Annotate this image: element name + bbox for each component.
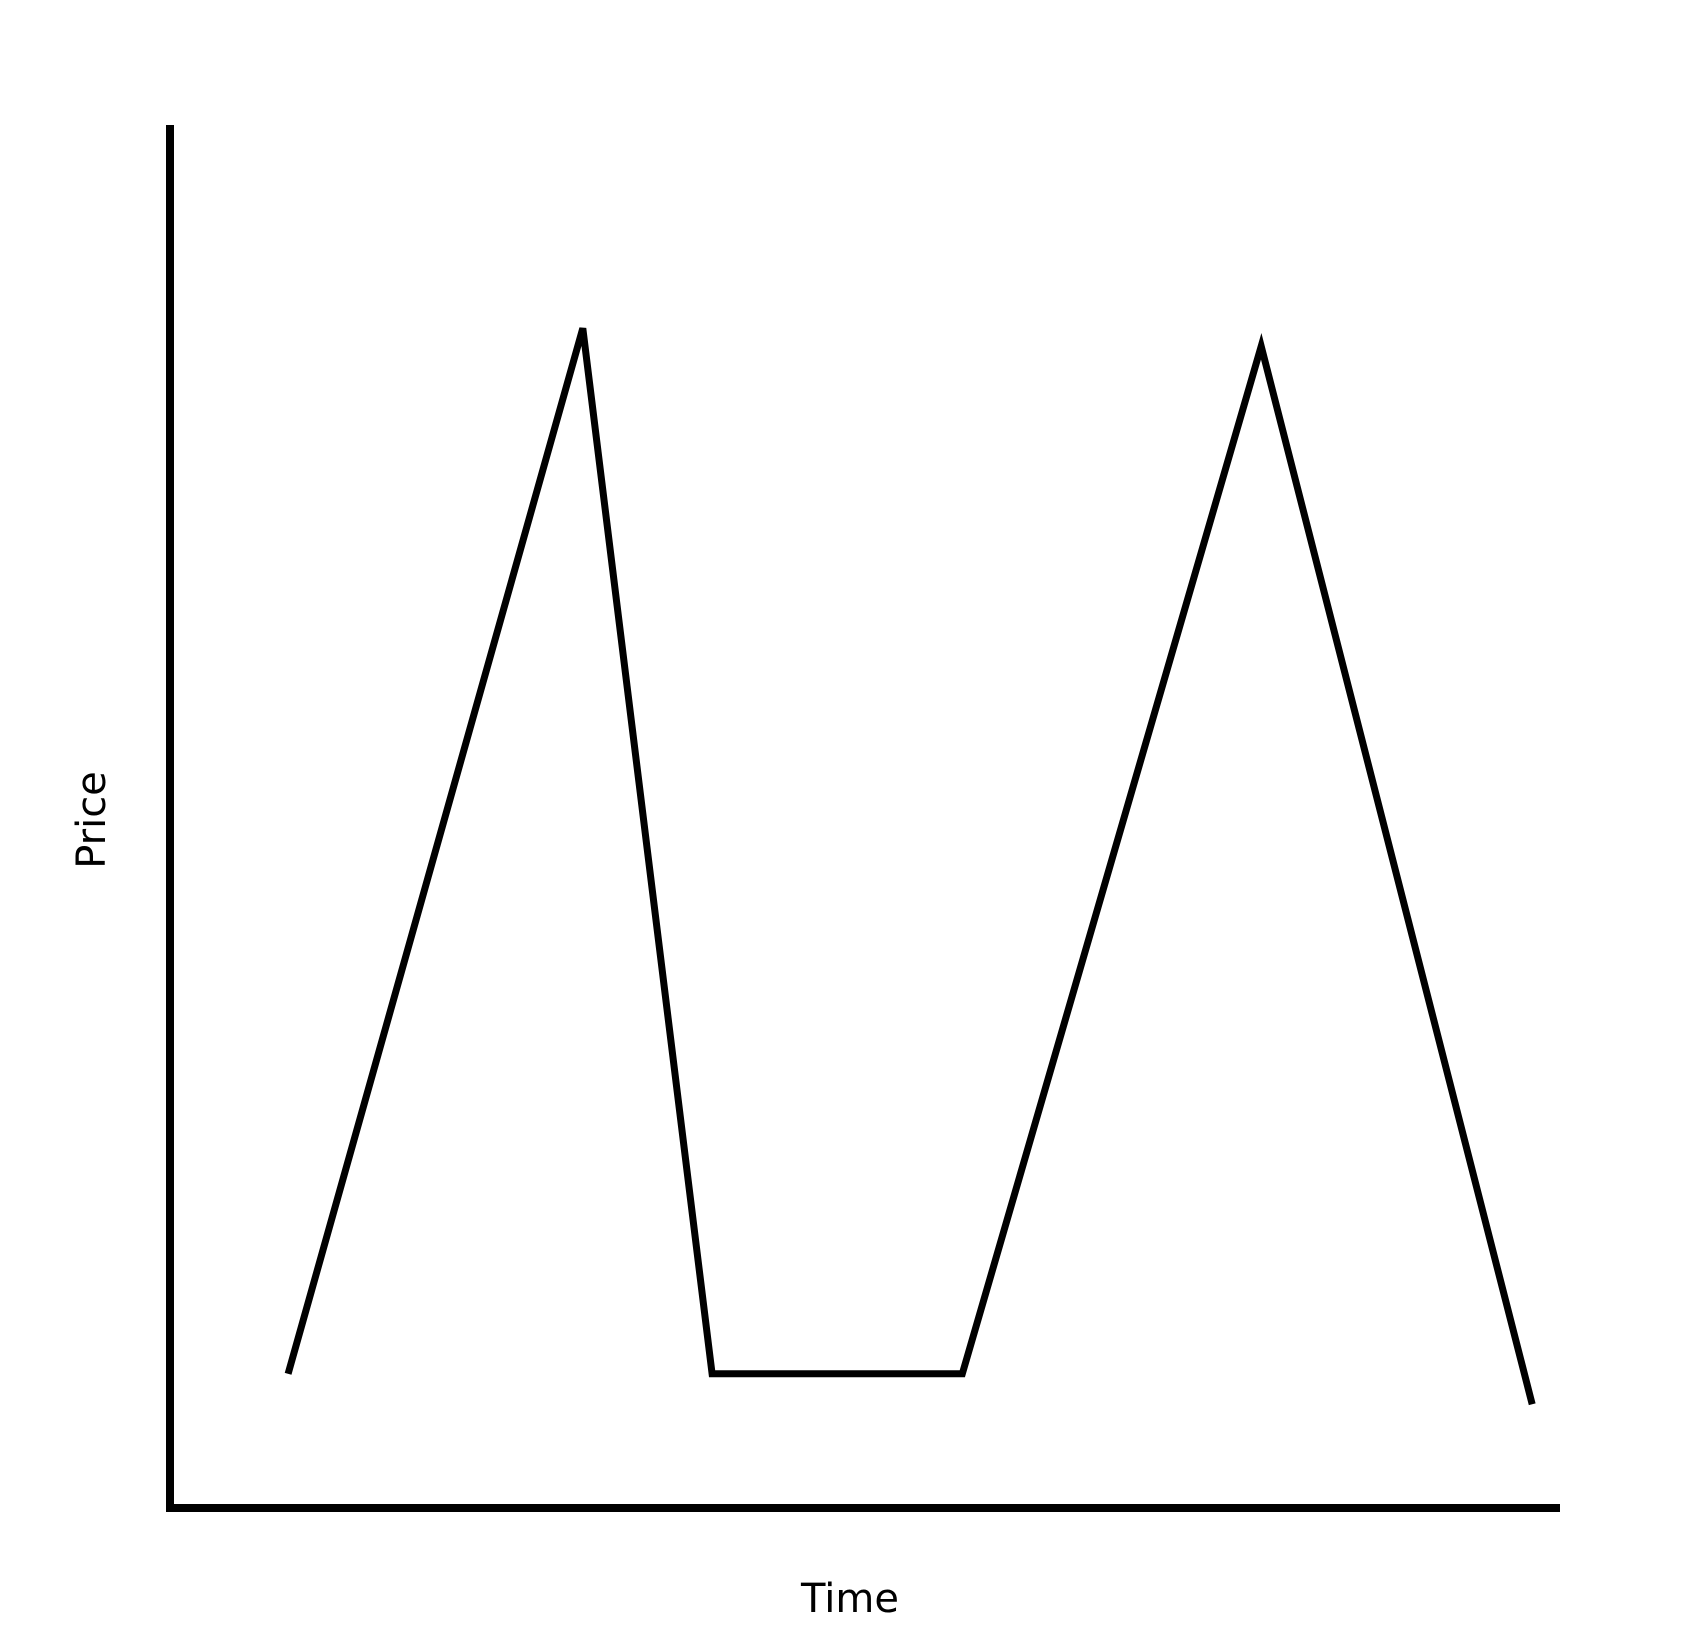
x-axis-label: Time (800, 1576, 899, 1622)
series-layer (284, 327, 1536, 1406)
series-line-0 (284, 327, 1536, 1406)
y-axis-label: Price (69, 771, 115, 869)
